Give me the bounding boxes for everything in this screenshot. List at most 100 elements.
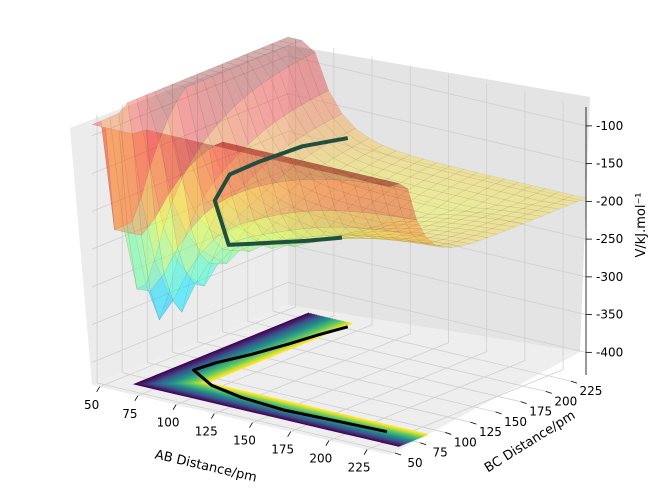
surface-patch xyxy=(420,237,444,243)
surface-patch xyxy=(418,166,443,176)
surface-patch xyxy=(379,224,403,230)
z-axis: -100 -150 -200 -250 -300 -350 -400 xyxy=(585,107,623,375)
surface-patch xyxy=(168,260,192,313)
surface-patch xyxy=(425,241,448,246)
surface-patch xyxy=(321,167,346,175)
surface-patch xyxy=(450,181,475,191)
surface-patch xyxy=(451,233,475,239)
surface-patch xyxy=(274,47,298,67)
surface-patch xyxy=(378,204,403,216)
surface-patch xyxy=(159,132,183,195)
surface-patch xyxy=(269,40,294,48)
surface-patch xyxy=(360,164,384,176)
surface-patch xyxy=(140,166,164,260)
surface-patch xyxy=(429,221,452,227)
surface-patch xyxy=(333,212,358,226)
surface-patch xyxy=(388,231,412,236)
surface-patch xyxy=(397,217,421,223)
surface-patch xyxy=(149,139,173,229)
surface-patch xyxy=(388,221,412,226)
z-tick-label: -300 xyxy=(596,270,623,284)
surface-patch xyxy=(288,61,312,106)
surface-patch xyxy=(198,69,223,77)
back-right-pane xyxy=(288,45,590,352)
surface-patch xyxy=(437,201,461,211)
surface-patch xyxy=(411,233,436,245)
surface-patch xyxy=(401,200,425,212)
x-tick-label: 175 xyxy=(271,443,294,457)
surface-patch xyxy=(418,188,443,199)
contour-line xyxy=(135,312,401,447)
contour-line xyxy=(140,313,403,446)
surface-patch xyxy=(145,91,169,142)
surface-patch xyxy=(288,138,312,161)
surface-patch xyxy=(353,180,377,215)
surface-patch xyxy=(276,230,300,240)
surface-patch xyxy=(266,181,290,201)
surface-patch xyxy=(226,242,250,264)
surface-patch xyxy=(375,213,399,233)
surface-patch xyxy=(234,97,258,145)
contour-line xyxy=(146,314,405,445)
surface-patch xyxy=(410,217,434,222)
surface-patch xyxy=(482,228,507,235)
surface-patch xyxy=(118,101,142,222)
surface-patch xyxy=(411,228,434,234)
surface-patch xyxy=(460,215,484,222)
surface-patch xyxy=(400,176,425,187)
z-tick-label: -400 xyxy=(596,345,623,359)
surface-patch xyxy=(437,218,461,224)
surface-patch xyxy=(276,154,300,182)
surface-patch xyxy=(203,76,227,126)
surface-patch xyxy=(353,234,376,239)
surface-patch xyxy=(468,193,493,203)
surface-patch xyxy=(393,224,416,229)
surface-patch xyxy=(326,179,350,212)
contour-line xyxy=(204,322,429,436)
surface-patch xyxy=(244,221,268,240)
x-tick-mark xyxy=(210,413,215,419)
surface-patch xyxy=(385,179,408,189)
surface-patch xyxy=(301,153,326,171)
surface-patch xyxy=(257,128,281,160)
surface-patch xyxy=(284,206,308,222)
y-tick-label: 100 xyxy=(454,435,477,449)
surface-patch xyxy=(464,207,488,213)
surface-patch xyxy=(294,160,319,169)
surface-patch xyxy=(270,199,295,216)
surface-patch xyxy=(344,170,368,183)
y-tick-mark xyxy=(545,391,552,394)
surface-patch xyxy=(517,197,542,206)
surface-patch xyxy=(207,124,231,173)
surface-patch xyxy=(442,222,466,229)
surface-patch xyxy=(194,79,218,137)
surface-patch xyxy=(357,227,382,238)
surface-patch xyxy=(181,159,205,229)
surface-patch xyxy=(190,147,214,197)
surface-patch xyxy=(504,211,529,218)
surface-patch xyxy=(464,220,489,227)
surface-patch xyxy=(306,203,331,218)
y-tick-mark xyxy=(570,380,578,384)
surface-patch xyxy=(190,248,214,287)
floor-pane xyxy=(92,305,580,455)
surface-patch xyxy=(401,221,425,226)
contour-line xyxy=(162,316,412,443)
surface-patch xyxy=(172,135,197,176)
surface-patch xyxy=(257,189,281,209)
surface-patch xyxy=(343,229,367,236)
surface-patch xyxy=(285,179,309,213)
surface-patch xyxy=(411,239,435,244)
surface-patch xyxy=(459,198,484,208)
surface-patch xyxy=(311,217,335,232)
surface-patch xyxy=(262,232,287,241)
surface-patch xyxy=(233,54,258,63)
surface-patch xyxy=(393,234,417,239)
surface-patch xyxy=(348,173,373,181)
surface-patch xyxy=(180,76,205,85)
surface-patch xyxy=(409,171,434,181)
surface-patch xyxy=(260,44,285,52)
surface-patch xyxy=(455,211,479,217)
surface-patch xyxy=(261,207,286,223)
